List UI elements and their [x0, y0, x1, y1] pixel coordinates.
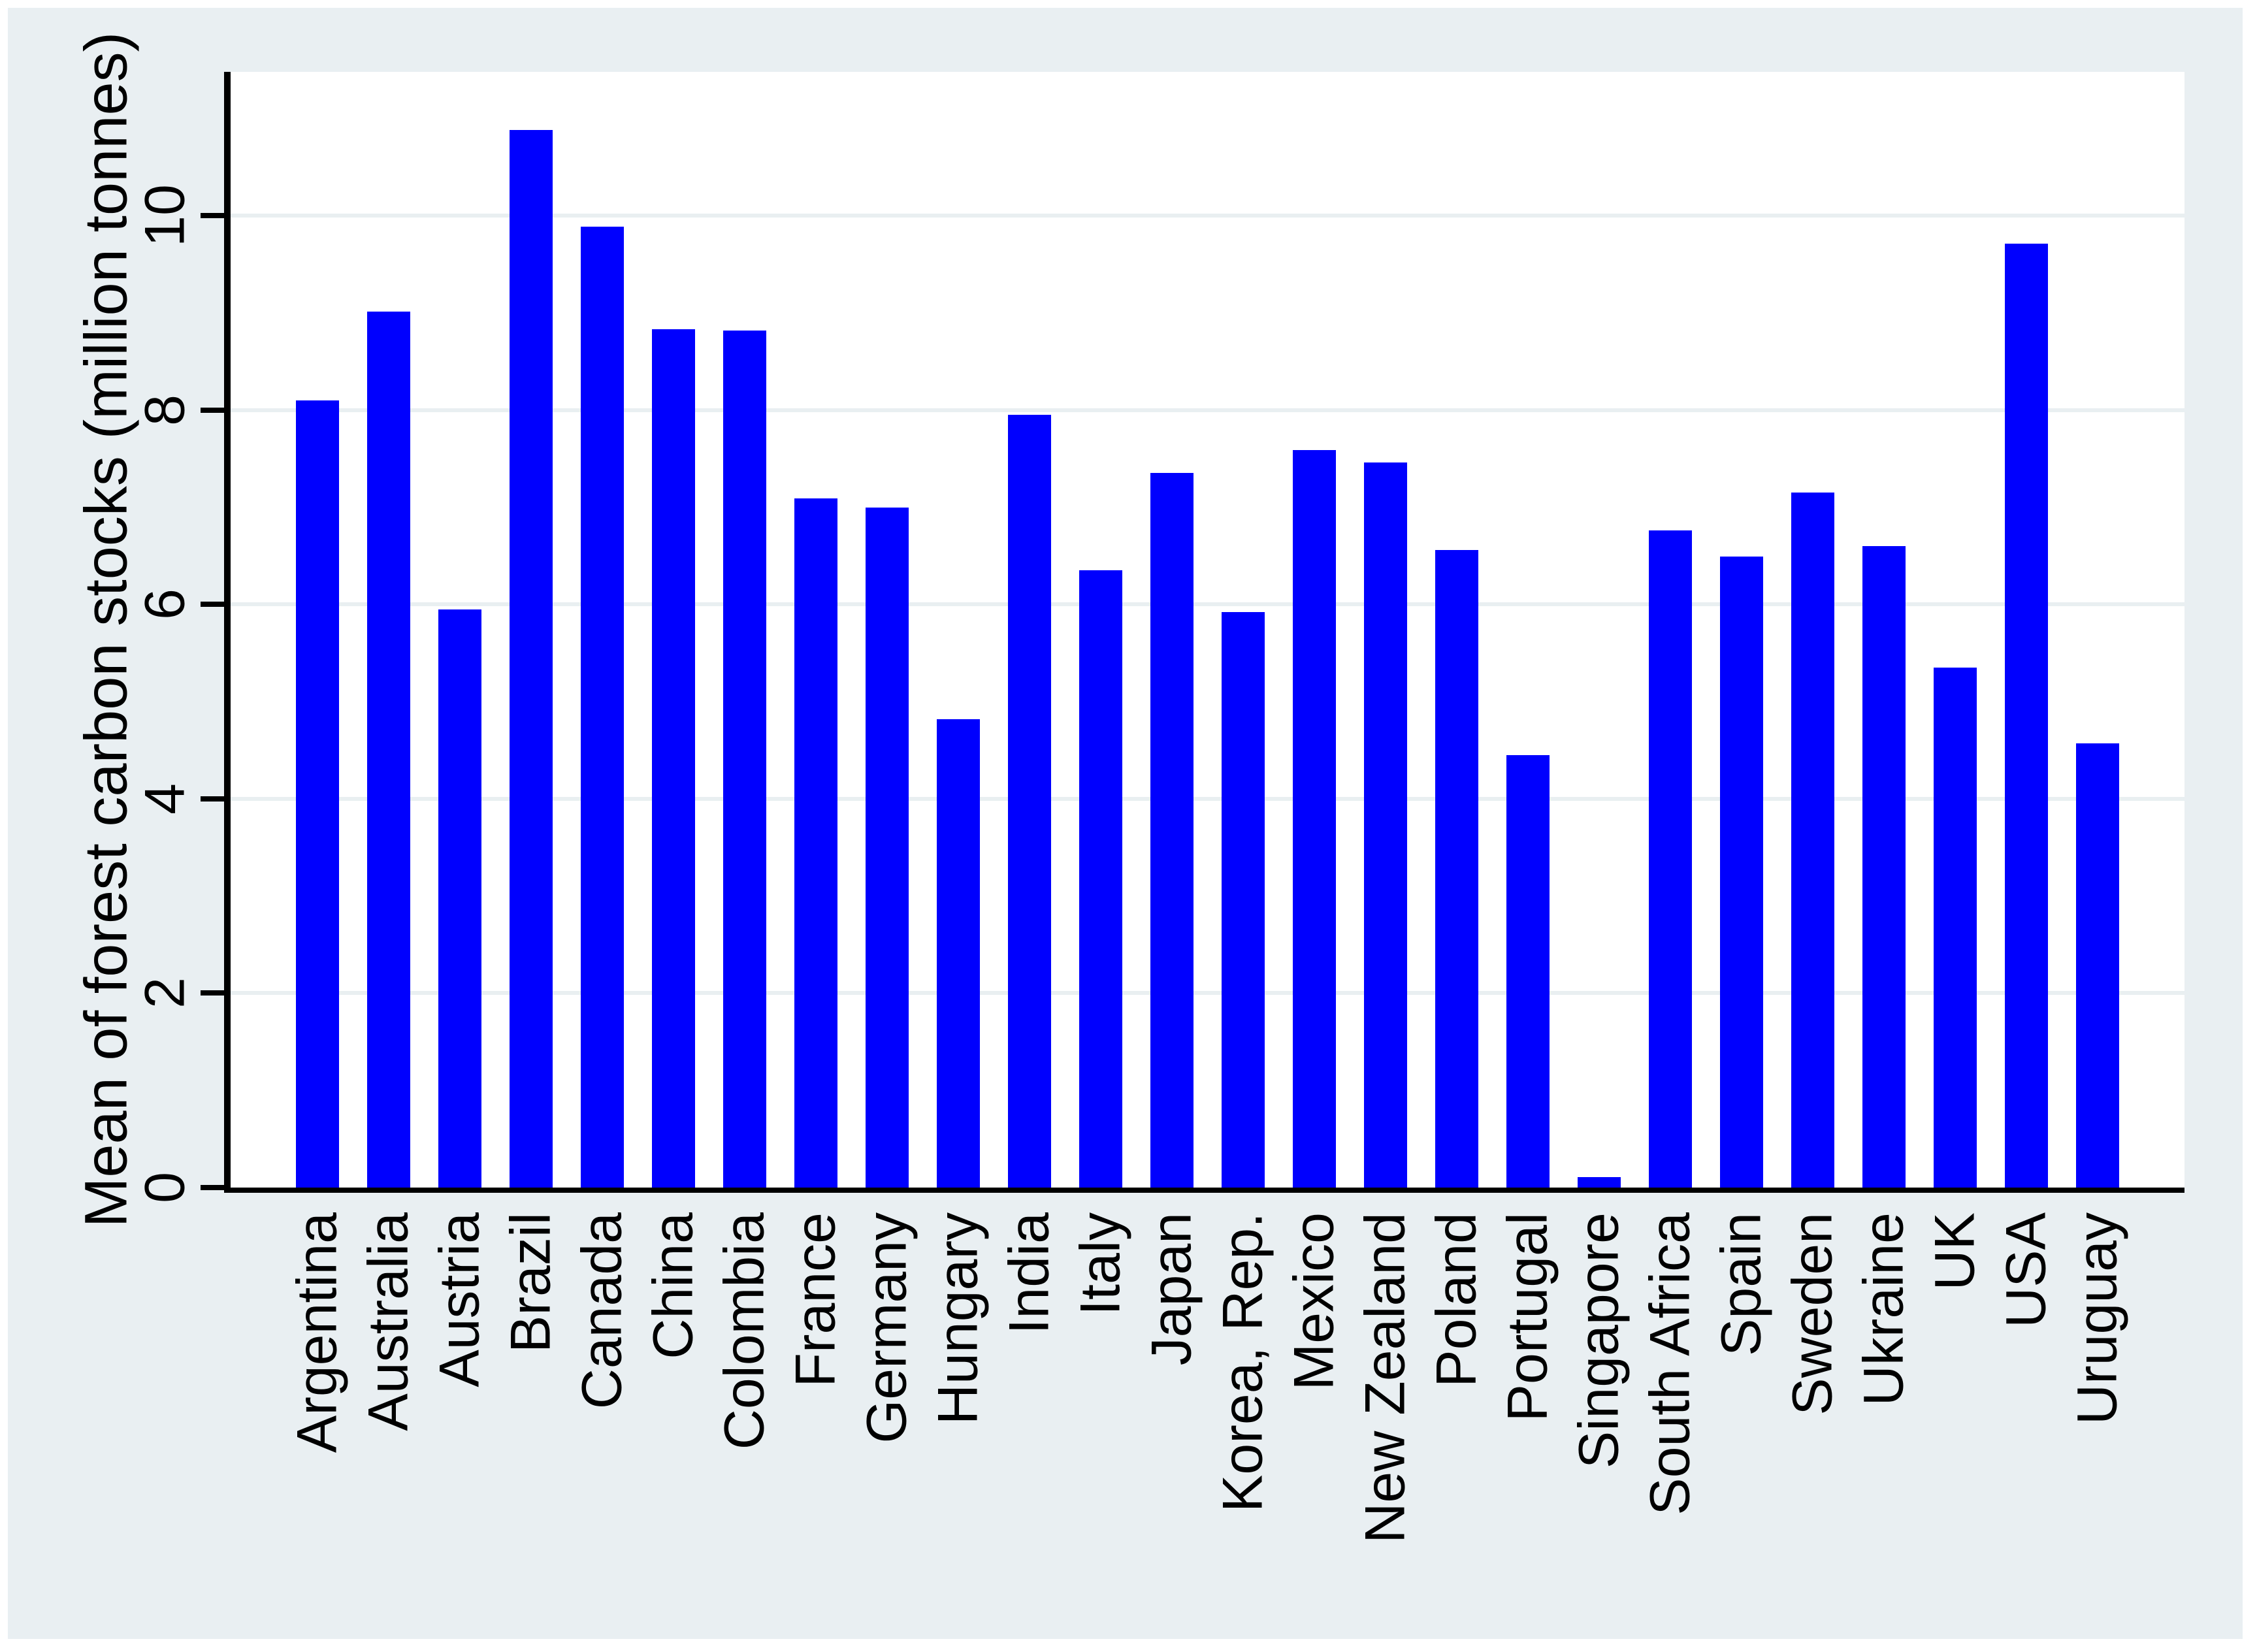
- bar-mexico: [1293, 450, 1336, 1188]
- x-category-label-australia: Australia: [357, 1212, 420, 1431]
- x-category-label-germany: Germany: [855, 1212, 918, 1444]
- x-category-label-usa: USA: [1994, 1212, 2058, 1328]
- gridline-y-2: [231, 991, 2184, 996]
- y-tick-2: [201, 990, 224, 996]
- bar-singapore: [1578, 1177, 1621, 1188]
- x-category-label-uk: UK: [1923, 1212, 1987, 1291]
- y-tick-6: [201, 602, 224, 607]
- y-tick-10: [201, 213, 224, 219]
- x-category-label-korea-rep: Korea, Rep.: [1211, 1212, 1275, 1512]
- x-category-label-colombia: Colombia: [713, 1212, 776, 1450]
- plot-area: [224, 72, 2184, 1193]
- bar-colombia: [723, 331, 766, 1188]
- y-tick-0: [201, 1185, 224, 1190]
- x-category-label-argentina: Argentina: [285, 1212, 349, 1453]
- bar-germany: [866, 508, 909, 1188]
- bar-ukraine: [1862, 546, 1906, 1188]
- y-tick-label-4: 4: [133, 783, 197, 815]
- x-category-label-new-zealand: New Zealand: [1354, 1212, 1417, 1544]
- bar-uruguay: [2076, 743, 2119, 1188]
- gridline-y-4: [231, 796, 2184, 801]
- bar-japan: [1150, 473, 1193, 1188]
- bar-austria: [438, 609, 481, 1188]
- x-category-label-uruguay: Uruguay: [2066, 1212, 2129, 1425]
- bar-australia: [367, 312, 410, 1188]
- bar-hungary: [937, 719, 980, 1188]
- x-category-label-japan: Japan: [1140, 1212, 1203, 1366]
- x-category-label-canada: Canada: [570, 1212, 634, 1410]
- bar-france: [794, 498, 837, 1188]
- bar-india: [1008, 415, 1051, 1188]
- bar-usa: [2005, 244, 2048, 1188]
- bar-korea-rep: [1222, 612, 1265, 1188]
- bar-spain: [1720, 557, 1763, 1188]
- x-category-label-china: China: [641, 1212, 705, 1359]
- bar-portugal: [1506, 755, 1550, 1188]
- x-category-label-south-africa: South Africa: [1638, 1212, 1702, 1515]
- bar-china: [652, 329, 695, 1188]
- bar-canada: [581, 227, 624, 1188]
- y-tick-label-6: 6: [133, 589, 197, 621]
- y-tick-label-8: 8: [133, 394, 197, 426]
- bar-brazil: [510, 130, 553, 1188]
- x-category-label-singapore: Singapore: [1567, 1212, 1631, 1469]
- gridline-y-8: [231, 408, 2184, 412]
- y-tick-8: [201, 407, 224, 413]
- x-category-label-hungary: Hungary: [926, 1212, 990, 1425]
- x-category-label-mexico: Mexico: [1282, 1212, 1346, 1391]
- gridline-y-10: [231, 214, 2184, 218]
- y-tick-label-0: 0: [133, 1172, 197, 1203]
- x-category-label-spain: Spain: [1710, 1212, 1773, 1356]
- bar-italy: [1079, 570, 1122, 1188]
- bar-poland: [1435, 550, 1478, 1188]
- bar-argentina: [296, 400, 339, 1188]
- x-category-label-austria: Austria: [428, 1212, 491, 1387]
- x-category-label-poland: Poland: [1425, 1212, 1488, 1387]
- gridline-y-6: [231, 602, 2184, 607]
- bar-south-africa: [1649, 530, 1692, 1188]
- x-category-label-portugal: Portugal: [1496, 1212, 1559, 1422]
- x-category-label-ukraine: Ukraine: [1852, 1212, 1915, 1406]
- y-tick-label-2: 2: [133, 977, 197, 1009]
- bar-uk: [1934, 668, 1977, 1188]
- y-tick-4: [201, 796, 224, 802]
- x-category-label-france: France: [784, 1212, 847, 1387]
- x-category-label-sweden: Sweden: [1781, 1212, 1844, 1416]
- x-category-label-italy: Italy: [1069, 1212, 1132, 1316]
- y-axis-title: Mean of forest carbon stocks (million to…: [73, 31, 140, 1228]
- bar-new-zealand: [1364, 462, 1407, 1188]
- bar-sweden: [1791, 493, 1834, 1188]
- x-category-label-india: India: [998, 1212, 1061, 1335]
- x-category-label-brazil: Brazil: [499, 1212, 562, 1353]
- y-tick-label-10: 10: [133, 184, 197, 248]
